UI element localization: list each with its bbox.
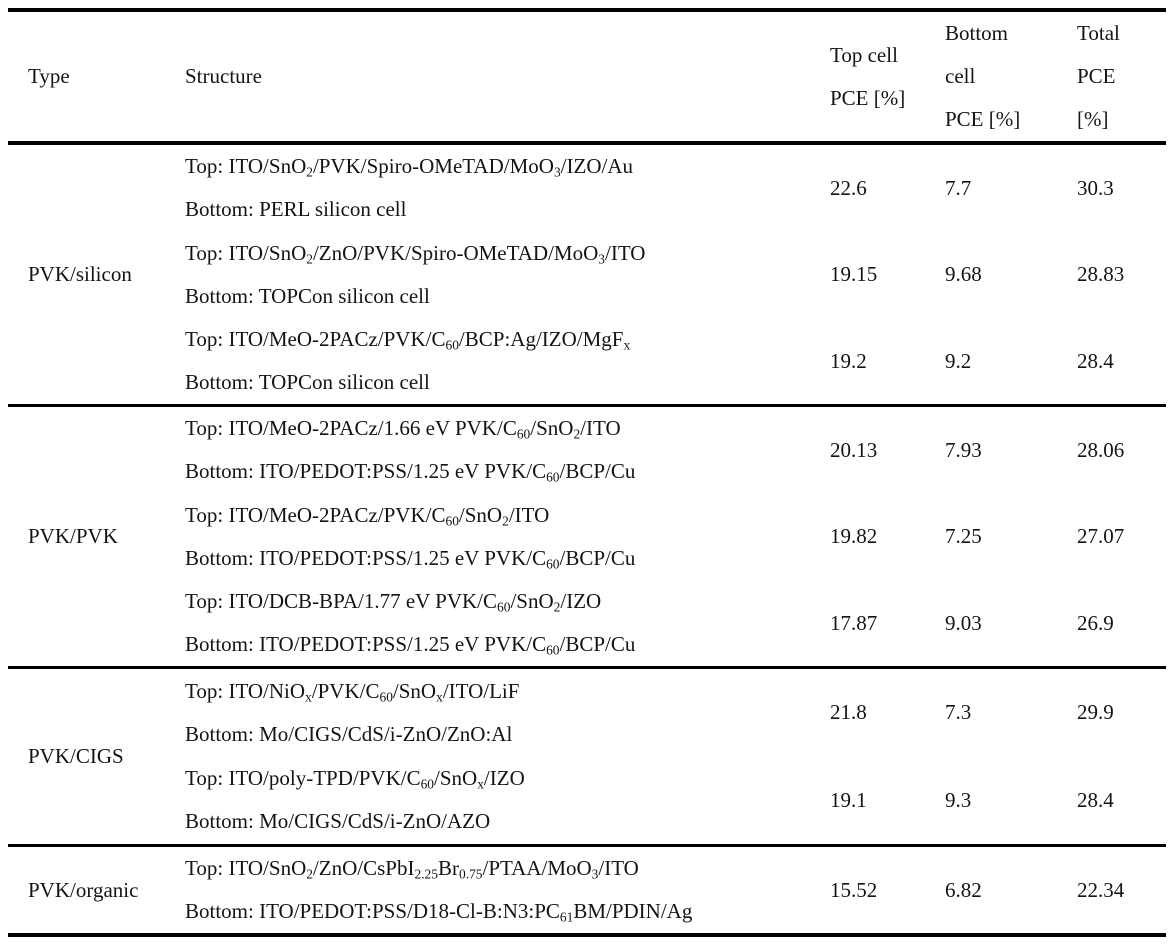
structure-bottom-line: Bottom: Mo/CIGS/CdS/i-ZnO/AZO [185,809,491,834]
bottom-pce-value: 7.25 [945,524,982,548]
structure-cell: Top: ITO/MeO-2PACz/PVK/C60/SnO2/ITO Bott… [166,493,815,580]
section-pvk-silicon: PVK/silicon Top: ITO/SnO2/PVK/Spiro-OMeT… [8,143,1166,406]
table-row: PVK/CIGS Top: ITO/NiOx/PVK/C60/SnOx/ITO/… [8,668,1166,768]
structure-top-line: Top: ITO/NiOx/PVK/C60/SnOx/ITO/LiF [185,678,520,705]
table-row: Top: ITO/poly-TPD/PVK/C60/SnOx/IZO Botto… [8,757,1166,846]
total-pce-value: 28.06 [1077,437,1125,462]
table-row: PVK/organic Top: ITO/SnO2/ZnO/CsPbI2.25B… [8,846,1166,936]
total-pce-value: 22.34 [1077,877,1125,902]
bottom-pce-value: 7.3 [945,700,972,725]
total-pce-value: 28.4 [1077,348,1114,373]
section-pvk-cigs: PVK/CIGS Top: ITO/NiOx/PVK/C60/SnOx/ITO/… [8,668,1166,846]
section-pvk-pvk: PVK/PVK Top: ITO/MeO-2PACz/1.66 eV PVK/C… [8,406,1166,668]
structure-bottom-line: Bottom: ITO/PEDOT:PSS/1.25 eV PVK/C60/BC… [185,545,636,571]
table-row: Top: ITO/MeO-2PACz/PVK/C60/SnO2/ITO Bott… [8,493,1166,580]
structure-cell: Top: ITO/MeO-2PACz/1.66 eV PVK/C60/SnO2/… [166,406,815,494]
table-header: Type Structure Top cell PCE [%] Bottom c… [8,10,1166,143]
table-row: Top: ITO/MeO-2PACz/PVK/C60/BCP:Ag/IZO/Mg… [8,318,1166,406]
structure-bottom-line: Bottom: ITO/PEDOT:PSS/1.25 eV PVK/C60/BC… [185,632,636,658]
structure-bottom-line: Bottom: TOPCon silicon cell [185,370,430,394]
table-row: PVK/PVK Top: ITO/MeO-2PACz/1.66 eV PVK/C… [8,406,1166,548]
top-pce-value: 19.1 [830,787,867,812]
col-header-top-cell-pce: Top cell PCE [%] [830,42,906,110]
table-row: PVK/silicon Top: ITO/SnO2/PVK/Spiro-OMeT… [8,143,1166,286]
structure-bottom-line: Bottom: TOPCon silicon cell [185,283,430,308]
table-row: Top: ITO/SnO2/ZnO/PVK/Spiro-OMeTAD/MoO3/… [8,231,1166,318]
table-row: Top: ITO/DCB-BPA/1.77 eV PVK/C60/SnO2/IZ… [8,580,1166,668]
pce-table-container: Type Structure Top cell PCE [%] Bottom c… [8,8,1166,937]
total-pce-value: 29.9 [1077,700,1114,725]
structure-cell: Top: ITO/SnO2/ZnO/CsPbI2.25Br0.75/PTAA/M… [166,846,815,936]
bottom-pce-value: 7.7 [945,175,972,200]
bottom-pce-value: 6.82 [945,877,982,902]
structure-top-line: Top: ITO/poly-TPD/PVK/C60/SnOx/IZO [185,766,525,792]
top-pce-value: 19.82 [830,524,878,548]
top-pce-value: 15.52 [830,877,878,902]
structure-cell: Top: ITO/MeO-2PACz/PVK/C60/BCP:Ag/IZO/Mg… [166,318,815,406]
bottom-pce-value: 9.3 [945,787,972,812]
col-header-structure: Structure [185,64,262,88]
section-pvk-organic: PVK/organic Top: ITO/SnO2/ZnO/CsPbI2.25B… [8,846,1166,936]
col-header-total-pce: Total PCE [%] [1077,21,1120,131]
structure-bottom-line: Bottom: PERL silicon cell [185,197,407,221]
structure-top-line: Top: ITO/DCB-BPA/1.77 eV PVK/C60/SnO2/IZ… [185,589,602,615]
structure-top-line: Top: ITO/SnO2/ZnO/PVK/Spiro-OMeTAD/MoO3/… [185,240,646,266]
bottom-pce-value: 9.03 [945,610,982,635]
bottom-pce-value: 9.68 [945,262,982,286]
bottom-pce-value: 9.2 [945,348,972,373]
top-pce-value: 17.87 [830,610,878,635]
col-header-type: Type [28,64,70,88]
type-cell: PVK/organic [28,877,139,902]
structure-top-line: Top: ITO/SnO2/ZnO/CsPbI2.25Br0.75/PTAA/M… [185,856,639,882]
structure-bottom-line: Bottom: ITO/PEDOT:PSS/1.25 eV PVK/C60/BC… [185,459,636,485]
structure-cell: Top: ITO/SnO2/PVK/Spiro-OMeTAD/MoO3/IZO/… [166,143,815,231]
top-pce-value: 19.2 [830,348,867,373]
total-pce-value: 26.9 [1077,610,1114,635]
header-row: Type Structure Top cell PCE [%] Bottom c… [8,10,1166,143]
top-pce-value: 21.8 [830,700,867,725]
structure-cell: Top: ITO/DCB-BPA/1.77 eV PVK/C60/SnO2/IZ… [166,580,815,668]
structure-bottom-line: Bottom: Mo/CIGS/CdS/i-ZnO/ZnO:Al [185,721,513,746]
structure-top-line: Top: ITO/MeO-2PACz/1.66 eV PVK/C60/SnO2/… [185,416,621,442]
structure-top-line: Top: ITO/SnO2/PVK/Spiro-OMeTAD/MoO3/IZO/… [185,154,633,180]
structure-cell: Top: ITO/NiOx/PVK/C60/SnOx/ITO/LiF Botto… [166,668,815,757]
total-pce-value: 28.83 [1077,262,1125,286]
structure-cell: Top: ITO/SnO2/ZnO/PVK/Spiro-OMeTAD/MoO3/… [166,231,815,318]
structure-top-line: Top: ITO/MeO-2PACz/PVK/C60/BCP:Ag/IZO/Mg… [185,327,631,353]
total-pce-value: 27.07 [1077,524,1125,548]
structure-cell: Top: ITO/poly-TPD/PVK/C60/SnOx/IZO Botto… [166,757,815,846]
top-pce-value: 22.6 [830,175,867,200]
top-pce-value: 19.15 [830,262,878,286]
type-cell: PVK/PVK [28,524,118,548]
tandem-solar-cell-pce-table: Type Structure Top cell PCE [%] Bottom c… [8,8,1166,937]
type-cell: PVK/CIGS [28,744,124,768]
type-cell: PVK/silicon [28,262,132,286]
total-pce-value: 30.3 [1077,175,1114,200]
col-header-bottom-cell-pce: Bottom cell PCE [%] [945,21,1021,131]
structure-top-line: Top: ITO/MeO-2PACz/PVK/C60/SnO2/ITO [185,502,550,528]
bottom-pce-value: 7.93 [945,437,982,462]
top-pce-value: 20.13 [830,437,878,462]
total-pce-value: 28.4 [1077,787,1114,812]
structure-bottom-line: Bottom: ITO/PEDOT:PSS/D18-Cl-B:N3:PC61BM… [185,899,693,925]
